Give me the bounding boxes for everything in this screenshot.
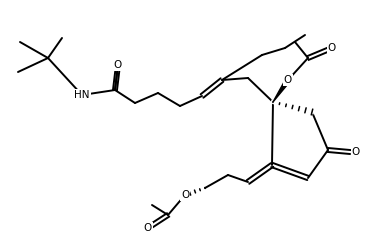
Text: O: O	[328, 43, 336, 53]
Text: O: O	[284, 75, 292, 85]
Text: O: O	[352, 147, 360, 157]
Polygon shape	[273, 79, 290, 102]
Text: O: O	[144, 223, 152, 233]
Text: HN: HN	[74, 90, 90, 100]
Text: O: O	[114, 60, 122, 70]
Text: O: O	[181, 190, 189, 200]
